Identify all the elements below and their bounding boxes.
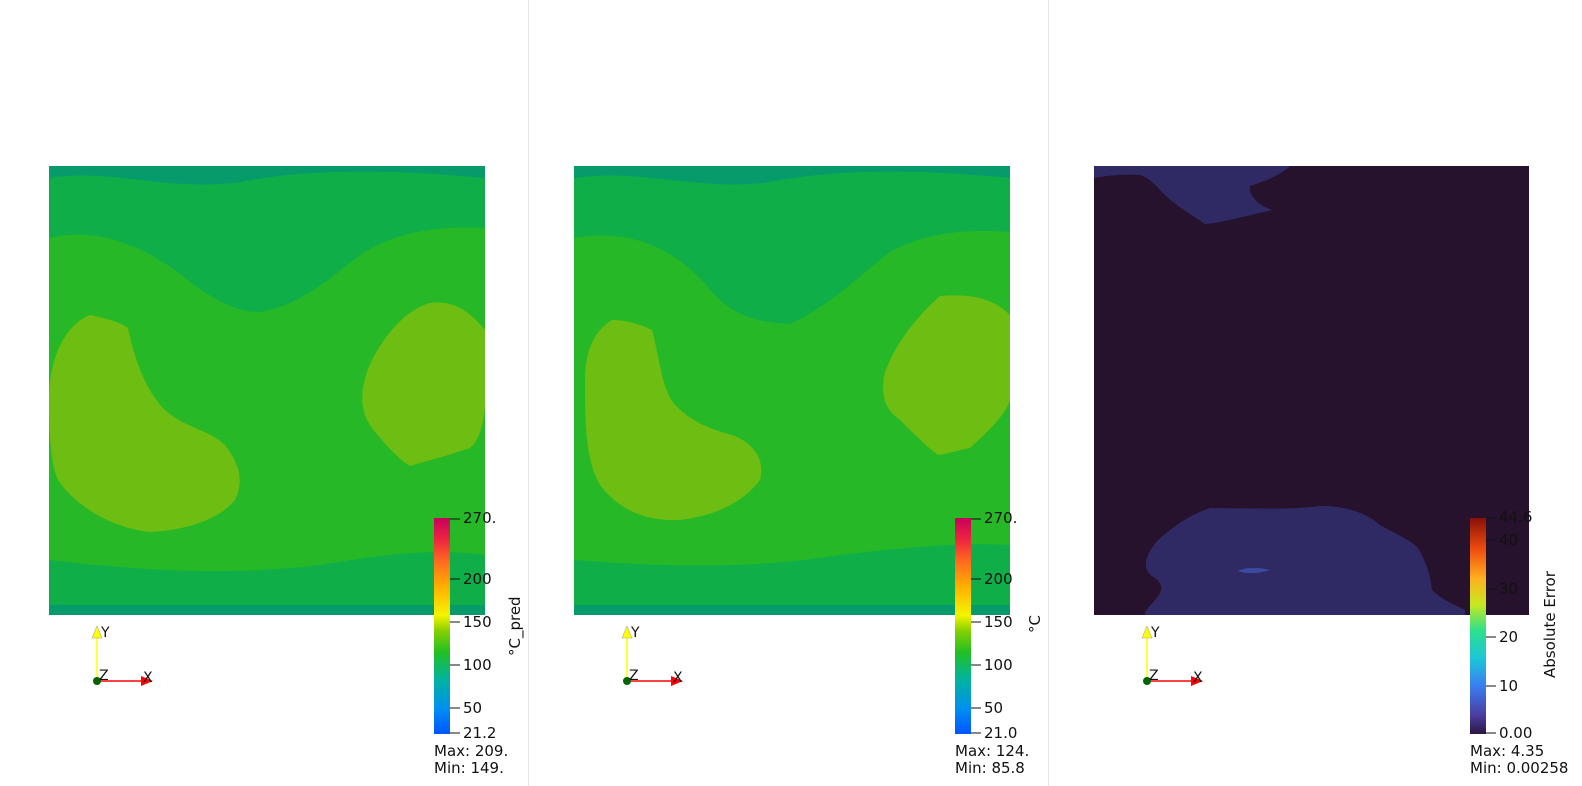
temperature-field-plot bbox=[49, 166, 485, 615]
render-view-prediction[interactable]: 270. 200 150 100 50 21.2 Y Z X °C_pred M… bbox=[0, 0, 528, 786]
range-max-text: Max: 4.35 bbox=[1470, 743, 1544, 759]
orientation-axes: Y Z X bbox=[622, 625, 683, 686]
axis-x-label: X bbox=[673, 670, 683, 686]
colorbar-tick-label: 40 bbox=[1499, 531, 1518, 549]
colorbar-tick-label: 200 bbox=[463, 570, 492, 588]
axis-z-label: Z bbox=[1149, 668, 1159, 684]
orientation-axes: Y Z X bbox=[92, 625, 153, 686]
colorbar-tick-label: 50 bbox=[463, 699, 482, 717]
colorbar-tick-label: 270. bbox=[984, 509, 1017, 527]
temperature-field-plot bbox=[574, 166, 1010, 615]
axis-x-label: X bbox=[1193, 670, 1203, 686]
colorbar-ramp bbox=[434, 518, 450, 734]
range-min-text: Min: 0.00258 bbox=[1470, 760, 1568, 776]
colorbar-tick-label: 0.00 bbox=[1499, 724, 1532, 742]
colorbar-tick-label: 150 bbox=[463, 613, 492, 631]
axis-x-label: X bbox=[143, 670, 153, 686]
colorbar-tick-label: 21.0 bbox=[984, 724, 1017, 742]
colorbar-tick-label: 44.6 bbox=[1499, 508, 1532, 526]
colorbar-ramp bbox=[955, 518, 971, 734]
colorbar-tick-label: 100 bbox=[984, 656, 1013, 674]
colorbar-title: °C bbox=[1026, 615, 1044, 633]
range-min-text: Min: 149. bbox=[434, 760, 504, 776]
colorbar-tick-label: 200 bbox=[984, 570, 1013, 588]
axis-y-label: Y bbox=[100, 625, 110, 641]
axis-z-label: Z bbox=[629, 668, 639, 684]
colorbar-tick-label: 100 bbox=[463, 656, 492, 674]
axis-y-label: Y bbox=[630, 625, 640, 641]
view1-canvas: 270. 200 150 100 50 21.2 Y Z X bbox=[0, 0, 528, 786]
colorbar-title: °C_pred bbox=[506, 596, 524, 656]
colorbar-tick-label: 150 bbox=[984, 613, 1013, 631]
render-view-absolute-error[interactable]: 44.6 40 30 20 10 0.00 Y Z X Absolute Err… bbox=[1049, 0, 1582, 786]
render-view-ground-truth[interactable]: 270. 200 150 100 50 21.0 Y Z X °C Max: 1… bbox=[529, 0, 1048, 786]
colorbar-tick-label: 10 bbox=[1499, 677, 1518, 695]
range-max-text: Max: 209. bbox=[434, 743, 508, 759]
orientation-axes: Y Z X bbox=[1142, 625, 1203, 686]
colorbar-ramp bbox=[1470, 518, 1486, 734]
colorbar-tick-label: 21.2 bbox=[463, 724, 496, 742]
absolute-error-field-plot bbox=[1094, 166, 1529, 615]
axis-y-label: Y bbox=[1150, 625, 1160, 641]
colorbar-tick-label: 270. bbox=[463, 509, 496, 527]
colorbar-tick-label: 20 bbox=[1499, 628, 1518, 646]
colorbar-tick-label: 50 bbox=[984, 699, 1003, 717]
axis-z-label: Z bbox=[99, 668, 109, 684]
colorbar-tick-label: 30 bbox=[1499, 580, 1518, 598]
view3-canvas: 44.6 40 30 20 10 0.00 Y Z X bbox=[1049, 0, 1582, 786]
range-max-text: Max: 124. bbox=[955, 743, 1029, 759]
colorbar-title: Absolute Error bbox=[1541, 571, 1559, 678]
range-min-text: Min: 85.8 bbox=[955, 760, 1025, 776]
view2-canvas: 270. 200 150 100 50 21.0 Y Z X bbox=[529, 0, 1048, 786]
